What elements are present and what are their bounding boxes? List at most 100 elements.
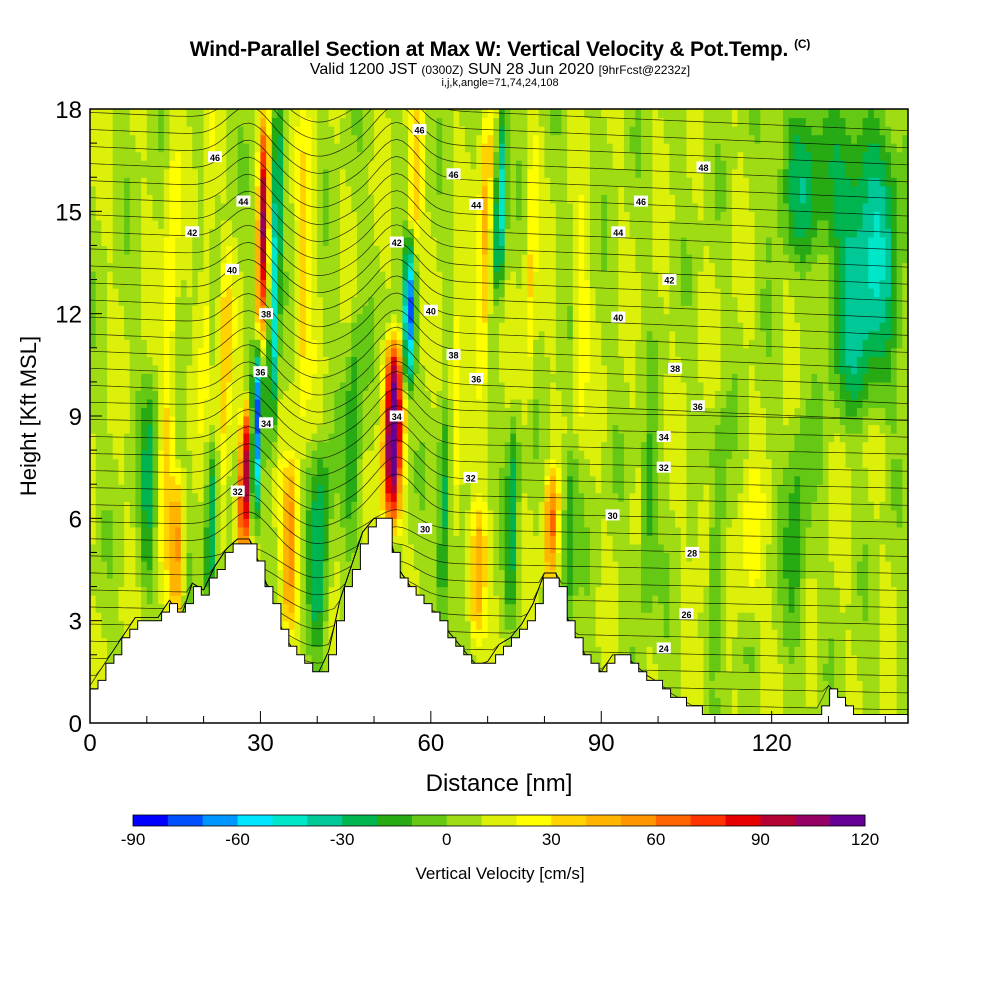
velocity-cell xyxy=(237,253,244,264)
velocity-cell xyxy=(356,518,364,528)
velocity-cell xyxy=(470,629,477,639)
velocity-cell xyxy=(118,535,125,545)
velocity-cell xyxy=(430,236,438,247)
velocity-cell xyxy=(362,236,369,247)
velocity-cell xyxy=(192,211,199,221)
velocity-cell xyxy=(396,322,404,332)
velocity-cell xyxy=(95,322,102,332)
velocity-cell xyxy=(334,595,341,605)
velocity-cell xyxy=(470,330,477,340)
velocity-cell xyxy=(95,143,102,153)
velocity-cell xyxy=(447,398,455,409)
velocity-cell xyxy=(237,330,244,340)
velocity-cell xyxy=(158,202,165,212)
velocity-cell xyxy=(374,194,381,204)
velocity-cell xyxy=(311,160,318,170)
chart-title: Wind-Parallel Section at Max W: Vertical… xyxy=(0,37,1000,62)
velocity-cell xyxy=(305,450,313,460)
velocity-cell xyxy=(328,236,335,247)
velocity-cell xyxy=(101,637,108,647)
velocity-cell xyxy=(90,416,97,426)
velocity-cell xyxy=(481,637,489,647)
velocity-cell xyxy=(220,151,227,161)
velocity-cell xyxy=(334,578,341,588)
velocity-cell xyxy=(379,373,386,383)
velocity-cell xyxy=(413,578,421,588)
velocity-cell xyxy=(90,578,97,588)
velocity-cell xyxy=(339,339,347,349)
velocity-cell xyxy=(328,526,335,536)
velocity-cell xyxy=(385,347,392,357)
velocity-cell xyxy=(169,475,176,485)
velocity-cell xyxy=(101,441,108,451)
velocity-cell xyxy=(311,612,318,622)
velocity-cell xyxy=(283,501,290,511)
velocity-cell xyxy=(396,492,404,502)
velocity-cell xyxy=(254,134,262,144)
velocity-cell xyxy=(146,492,154,502)
velocity-cell xyxy=(476,245,483,255)
velocity-cell xyxy=(124,424,131,434)
velocity-cell xyxy=(175,126,182,136)
velocity-cell xyxy=(351,236,358,247)
velocity-cell xyxy=(339,416,347,426)
velocity-cell xyxy=(146,424,154,434)
velocity-cell xyxy=(141,356,148,366)
velocity-cell xyxy=(243,134,250,144)
velocity-cell xyxy=(158,168,165,178)
velocity-cell xyxy=(362,143,369,153)
velocity-cell xyxy=(203,339,210,349)
velocity-cell xyxy=(266,202,273,212)
velocity-cell xyxy=(351,109,358,119)
velocity-cell xyxy=(464,509,472,519)
velocity-cell xyxy=(101,560,108,571)
velocity-cell xyxy=(260,211,267,221)
velocity-cell xyxy=(419,109,426,119)
velocity-cell xyxy=(152,143,159,153)
velocity-cell xyxy=(158,586,165,596)
velocity-cell xyxy=(260,168,267,178)
velocity-cell xyxy=(470,595,477,605)
velocity-cell xyxy=(311,262,318,272)
velocity-cell xyxy=(152,219,159,229)
velocity-cell xyxy=(419,441,426,451)
velocity-cell xyxy=(305,416,313,426)
velocity-cell xyxy=(339,484,347,494)
velocity-cell xyxy=(226,117,233,127)
velocity-cell xyxy=(322,151,330,161)
velocity-cell xyxy=(419,296,426,306)
velocity-cell xyxy=(391,518,398,528)
velocity-cell xyxy=(249,433,256,443)
velocity-cell xyxy=(447,236,455,247)
velocity-cell xyxy=(129,151,137,161)
velocity-cell xyxy=(391,492,398,502)
velocity-cell xyxy=(447,450,455,460)
velocity-cell xyxy=(220,117,227,127)
velocity-cell xyxy=(101,620,108,630)
velocity-cell xyxy=(158,313,165,323)
velocity-cell xyxy=(419,151,426,161)
velocity-cell xyxy=(129,177,137,187)
velocity-cell xyxy=(90,279,97,289)
velocity-cell xyxy=(232,160,239,170)
velocity-cell xyxy=(197,492,205,502)
velocity-cell xyxy=(436,450,443,460)
velocity-cell xyxy=(436,194,443,204)
velocity-cell xyxy=(464,109,472,119)
velocity-cell xyxy=(476,253,483,264)
velocity-cell xyxy=(368,313,375,323)
velocity-cell xyxy=(459,603,466,613)
velocity-cell xyxy=(146,262,154,272)
velocity-cell xyxy=(470,569,477,579)
velocity-cell xyxy=(385,219,392,229)
velocity-cell xyxy=(107,484,114,494)
velocity-cell xyxy=(413,441,421,451)
velocity-cell xyxy=(311,586,318,596)
velocity-cell xyxy=(311,552,318,562)
velocity-cell xyxy=(101,654,108,664)
velocity-cell xyxy=(476,586,483,596)
velocity-cell xyxy=(476,356,483,366)
velocity-cell xyxy=(425,433,432,443)
velocity-cell xyxy=(425,245,432,255)
